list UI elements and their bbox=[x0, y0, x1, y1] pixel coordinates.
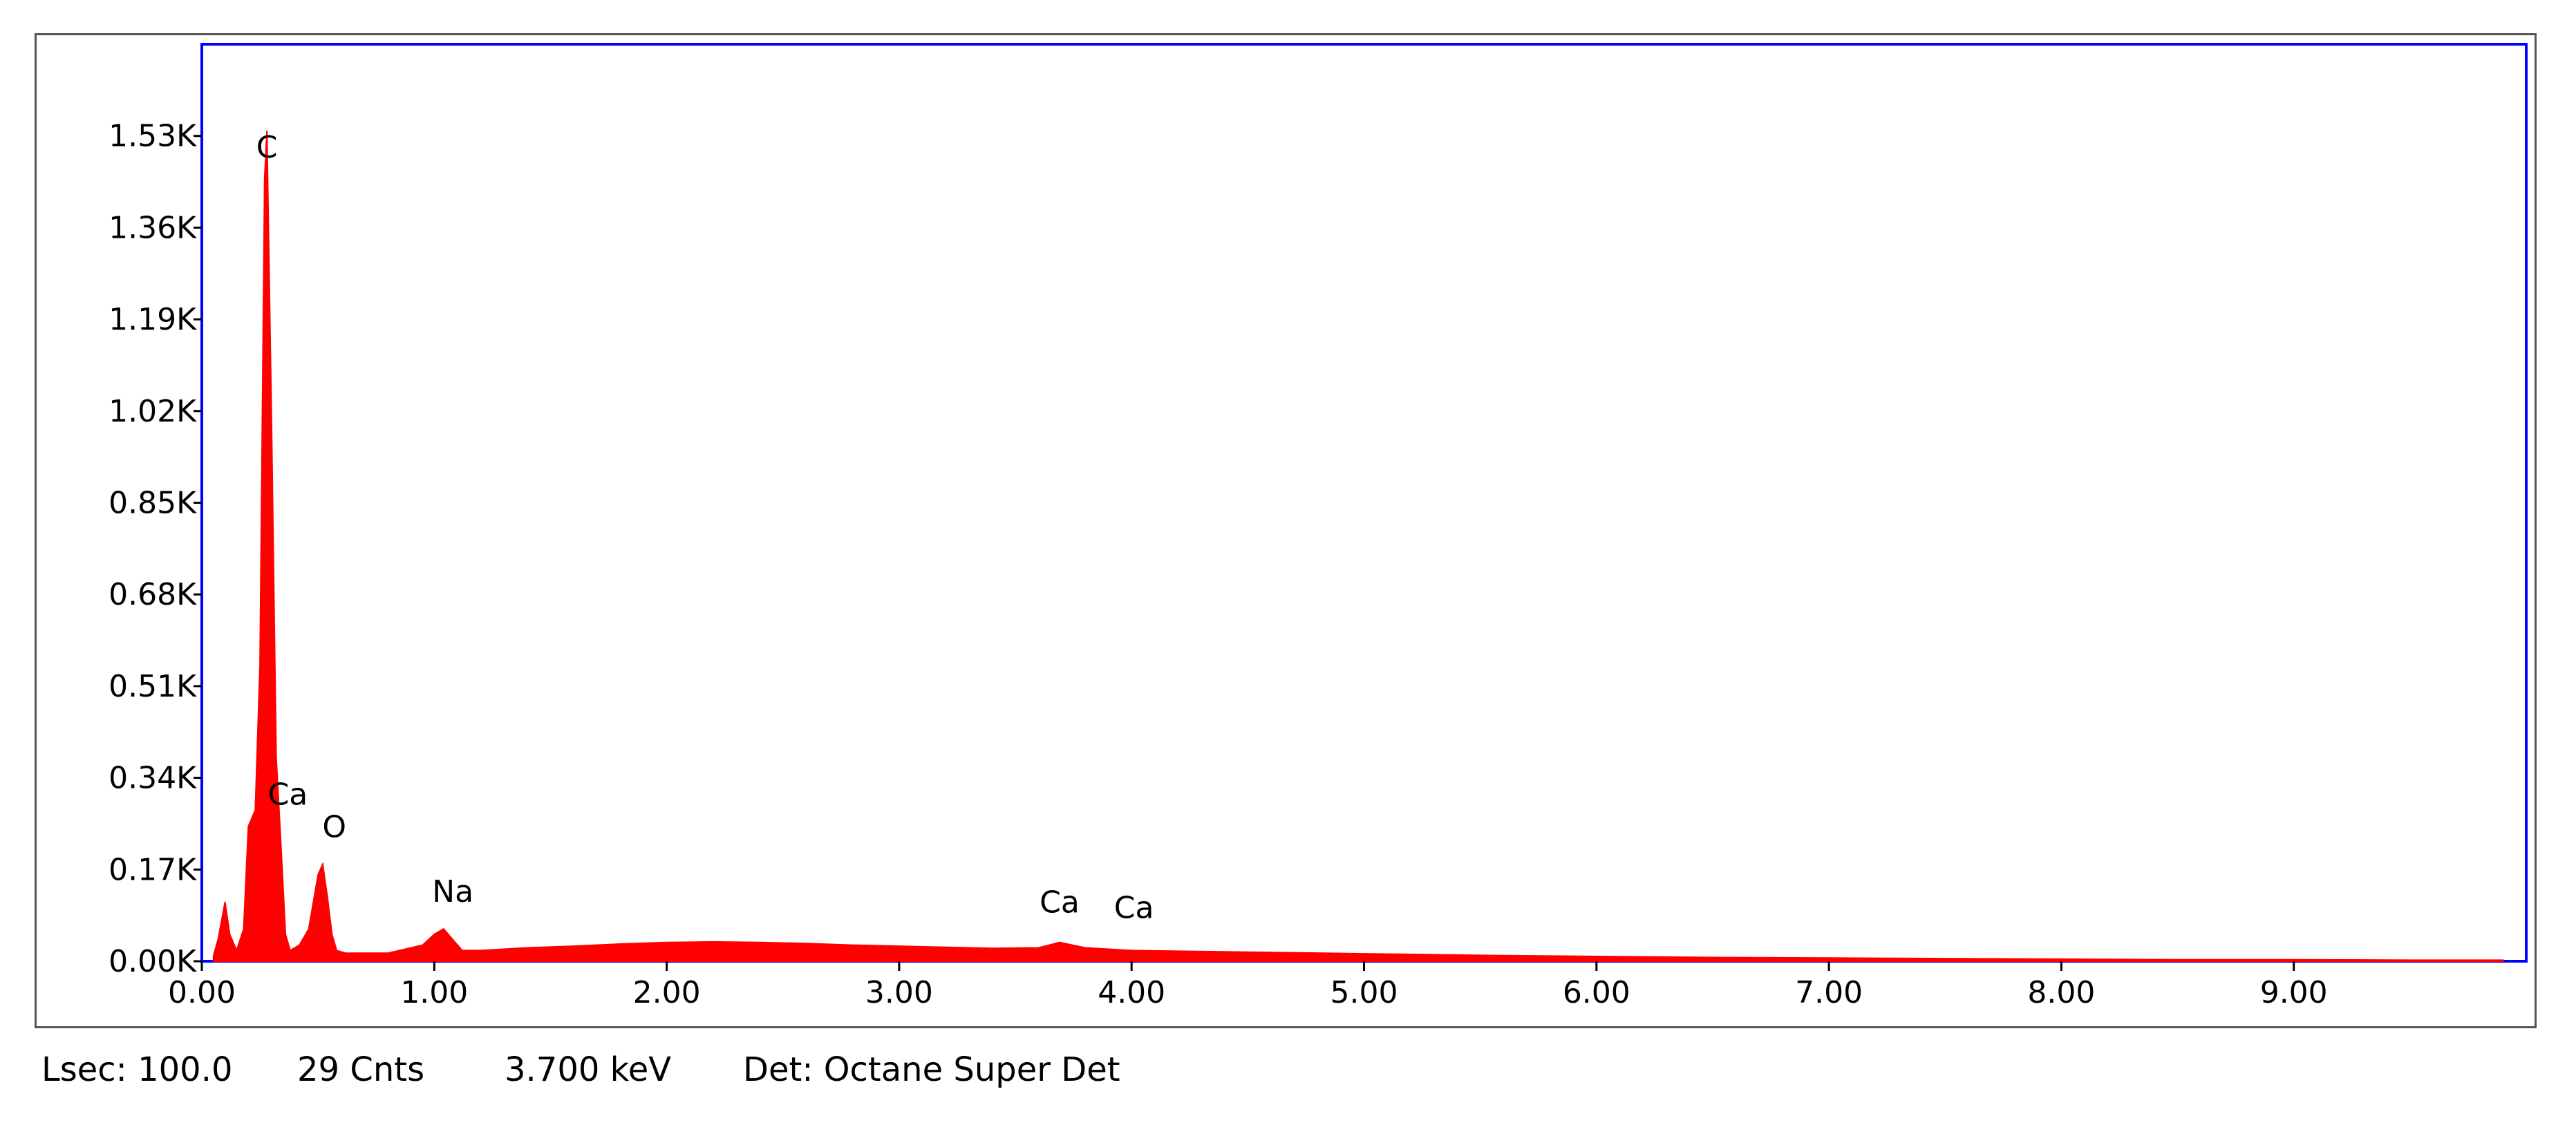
x-tick-label: 6.00 bbox=[1563, 975, 1630, 1010]
spectrum-layer bbox=[212, 130, 2504, 962]
x-tick-label: 8.00 bbox=[2027, 975, 2095, 1010]
peak-label: Ca bbox=[268, 777, 308, 813]
live-seconds-readout: Lsec: 100.0 bbox=[41, 1050, 233, 1089]
energy-readout: 3.700 keV bbox=[505, 1050, 672, 1089]
y-tick-label: 0.00K bbox=[109, 944, 197, 979]
counts-readout: 29 Cnts bbox=[297, 1050, 425, 1089]
annotation-layer: C Ca O Na Ca Ca bbox=[256, 130, 1154, 926]
peak-label: C bbox=[256, 130, 278, 165]
peak-label: Ca bbox=[1114, 891, 1154, 926]
peak-label: O bbox=[322, 809, 346, 844]
y-tick-label: 0.34K bbox=[109, 761, 197, 796]
x-tick-label: 9.00 bbox=[2260, 975, 2328, 1010]
spectrum-series-0 bbox=[212, 130, 2504, 962]
y-tick-label: 1.53K bbox=[109, 119, 197, 154]
y-tick-label: 1.02K bbox=[109, 394, 197, 429]
x-tick-label: 1.00 bbox=[400, 975, 468, 1010]
y-tick-label: 1.19K bbox=[109, 302, 197, 337]
x-tick-label: 4.00 bbox=[1098, 975, 1165, 1010]
y-tick-label: 0.17K bbox=[109, 852, 197, 887]
axis-layer: 0.00 1.00 2.00 3.00 4.00 5.00 6.00 7.00 8.00 9.00… bbox=[109, 119, 2328, 1010]
x-tick-label: 2.00 bbox=[633, 975, 701, 1010]
x-tick-label: 5.00 bbox=[1331, 975, 1398, 1010]
y-tick-label: 0.68K bbox=[109, 577, 197, 612]
x-tick-label: 3.00 bbox=[865, 975, 933, 1010]
y-tick-label: 0.85K bbox=[109, 486, 197, 521]
plot-area bbox=[200, 43, 2528, 963]
y-tick-label: 1.36K bbox=[109, 210, 197, 245]
peak-label: Ca bbox=[1040, 885, 1080, 920]
x-tick-label: 0.00 bbox=[168, 975, 236, 1010]
peak-label: Na bbox=[432, 874, 473, 909]
detector-readout: Det: Octane Super Det bbox=[743, 1050, 1120, 1089]
y-tick-label: 0.51K bbox=[109, 669, 197, 704]
x-tick-label: 7.00 bbox=[1795, 975, 1863, 1010]
